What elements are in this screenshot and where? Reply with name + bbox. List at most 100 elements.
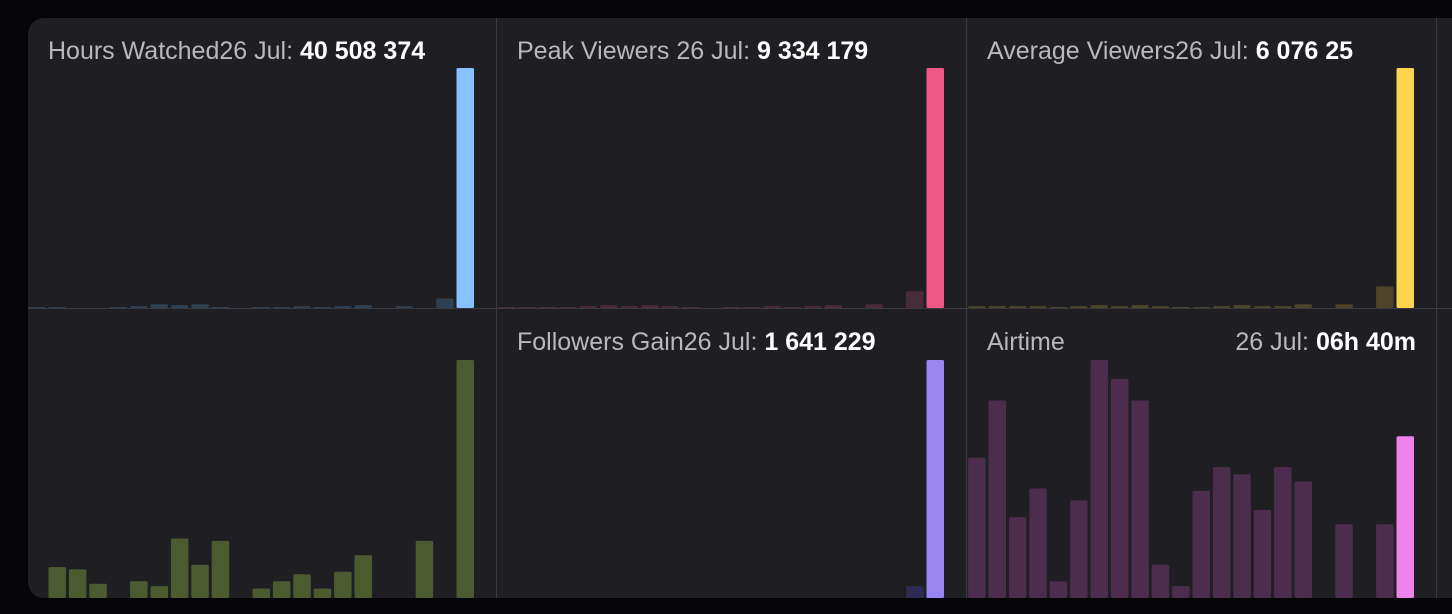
- bar[interactable]: [1335, 524, 1353, 598]
- bar[interactable]: [1008, 517, 1027, 598]
- bar[interactable]: [28, 307, 46, 308]
- bar[interactable]: [865, 304, 883, 308]
- bar[interactable]: [640, 305, 659, 308]
- bar[interactable]: [1212, 467, 1231, 598]
- bar[interactable]: [681, 307, 700, 308]
- bar[interactable]: [211, 540, 230, 598]
- latest-bar[interactable]: [456, 68, 475, 308]
- bar[interactable]: [293, 574, 311, 598]
- bar[interactable]: [661, 306, 679, 308]
- bar[interactable]: [170, 305, 189, 308]
- bar[interactable]: [498, 307, 516, 308]
- bar[interactable]: [722, 307, 741, 308]
- bar[interactable]: [89, 583, 107, 598]
- bar[interactable]: [742, 307, 761, 308]
- bar[interactable]: [906, 586, 924, 598]
- bar[interactable]: [763, 306, 781, 308]
- bar[interactable]: [1192, 307, 1211, 308]
- bar[interactable]: [968, 457, 986, 598]
- bar[interactable]: [1335, 304, 1353, 308]
- bar[interactable]: [1090, 305, 1109, 308]
- bar[interactable]: [354, 555, 373, 598]
- bar[interactable]: [191, 564, 209, 598]
- bar[interactable]: [559, 307, 577, 308]
- bar[interactable]: [1110, 306, 1129, 308]
- bar[interactable]: [395, 306, 413, 308]
- bar[interactable]: [313, 588, 332, 599]
- bar[interactable]: [579, 306, 598, 308]
- airtime-card[interactable]: Airtime 26 Jul: 06h 40m: [967, 309, 1437, 598]
- bar[interactable]: [1172, 586, 1190, 598]
- bar[interactable]: [1070, 500, 1088, 598]
- bar[interactable]: [150, 586, 169, 598]
- bar[interactable]: [191, 304, 209, 308]
- bar[interactable]: [252, 307, 271, 308]
- bar[interactable]: [1049, 307, 1068, 308]
- bar[interactable]: [313, 307, 332, 308]
- partial-card-top[interactable]: [1437, 18, 1452, 309]
- bar[interactable]: [415, 540, 434, 598]
- latest-bar[interactable]: [1396, 68, 1415, 308]
- bar[interactable]: [211, 307, 230, 308]
- bar[interactable]: [1233, 474, 1251, 598]
- bar[interactable]: [538, 307, 557, 308]
- bar[interactable]: [272, 581, 291, 598]
- bar[interactable]: [48, 567, 67, 598]
- bar[interactable]: [1090, 360, 1109, 598]
- bar[interactable]: [1212, 306, 1231, 308]
- bar[interactable]: [1233, 305, 1251, 308]
- bar[interactable]: [1131, 400, 1149, 599]
- latest-bar[interactable]: [926, 68, 945, 308]
- bar[interactable]: [1192, 490, 1211, 598]
- bar[interactable]: [1294, 304, 1313, 308]
- bar[interactable]: [1008, 306, 1027, 308]
- bar[interactable]: [988, 306, 1007, 308]
- bar[interactable]: [1253, 306, 1272, 308]
- bar[interactable]: [354, 305, 373, 308]
- bar[interactable]: [620, 306, 639, 308]
- bar[interactable]: [1376, 524, 1394, 598]
- bar[interactable]: [824, 305, 843, 308]
- bar[interactable]: [968, 306, 986, 308]
- bar[interactable]: [1110, 379, 1129, 598]
- hours-watched-card[interactable]: Hours Watched26 Jul: 40 508 374: [28, 18, 497, 309]
- bar[interactable]: [334, 571, 352, 598]
- bar[interactable]: [1070, 306, 1088, 308]
- bar[interactable]: [293, 306, 311, 308]
- bar[interactable]: [170, 538, 189, 599]
- bar[interactable]: [109, 307, 128, 308]
- bar[interactable]: [1151, 564, 1170, 598]
- bar[interactable]: [518, 307, 537, 308]
- bar[interactable]: [272, 307, 291, 308]
- bar[interactable]: [1253, 509, 1272, 598]
- bar[interactable]: [456, 360, 475, 598]
- green-bars-card[interactable]: [28, 309, 497, 598]
- bar[interactable]: [906, 291, 924, 308]
- bar[interactable]: [783, 307, 802, 308]
- bar[interactable]: [1029, 488, 1047, 599]
- bar[interactable]: [68, 569, 87, 598]
- bar[interactable]: [600, 305, 618, 308]
- latest-bar[interactable]: [926, 360, 945, 598]
- bar[interactable]: [130, 306, 148, 308]
- bar[interactable]: [48, 307, 67, 308]
- bar[interactable]: [1029, 306, 1047, 308]
- bar[interactable]: [130, 581, 148, 598]
- bar[interactable]: [1376, 286, 1394, 308]
- bar[interactable]: [988, 400, 1007, 599]
- bar[interactable]: [804, 306, 822, 308]
- followers-gain-card[interactable]: Followers Gain26 Jul: 1 641 229: [497, 309, 967, 598]
- latest-bar[interactable]: [1396, 436, 1415, 598]
- peak-viewers-card[interactable]: Peak Viewers 26 Jul: 9 334 179: [497, 18, 967, 309]
- bar[interactable]: [1131, 305, 1149, 308]
- partial-card-bottom[interactable]: [1437, 309, 1452, 598]
- bar[interactable]: [252, 588, 271, 599]
- bar[interactable]: [334, 306, 352, 308]
- bar[interactable]: [1274, 306, 1292, 308]
- average-viewers-card[interactable]: Average Viewers26 Jul: 6 076 25: [967, 18, 1437, 309]
- bar[interactable]: [1172, 307, 1190, 308]
- bar[interactable]: [1049, 581, 1068, 598]
- bar[interactable]: [150, 304, 169, 308]
- bar[interactable]: [1151, 306, 1170, 308]
- bar[interactable]: [436, 298, 454, 308]
